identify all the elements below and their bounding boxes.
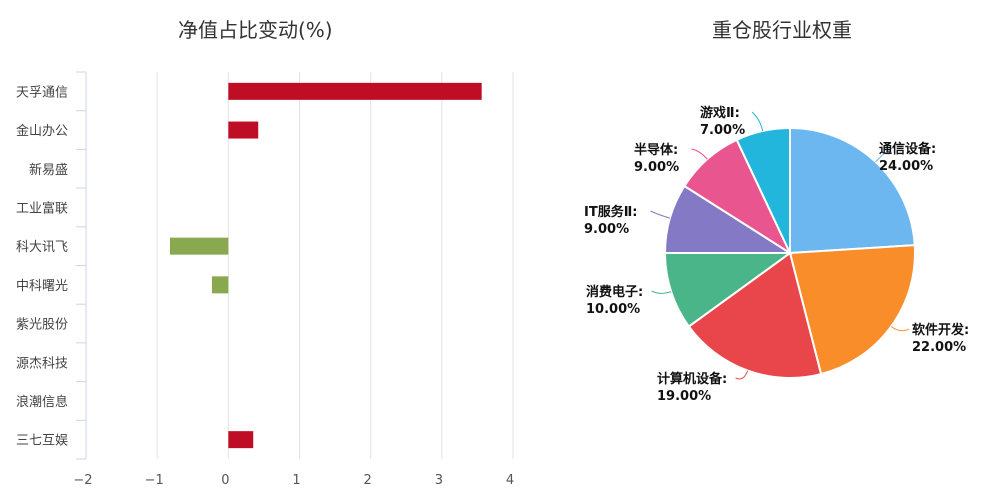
y-category-label: 天孚通信	[16, 85, 68, 100]
x-tick-label: 1	[292, 473, 300, 488]
bar[interactable]	[211, 276, 229, 294]
bar[interactable]	[228, 121, 259, 139]
label-connector	[875, 147, 893, 163]
label-connector	[650, 210, 671, 219]
bar-chart: −2 −1 0 1 2 3 4 天孚通信金山办公新易盛工业富联科大讯飞中科曙光紫光股份源杰科技…	[16, 71, 514, 488]
x-tick-label: 3	[435, 473, 443, 488]
slice-label: 半导体:	[634, 142, 678, 158]
y-category-label: 新易盛	[29, 162, 68, 178]
y-category-label: 紫光股份	[16, 318, 68, 333]
slice-label: 计算机设备:	[657, 371, 727, 387]
pie-chart-title: 重仓股行业权重	[712, 18, 852, 42]
slice-value: 9.00%	[634, 160, 679, 175]
label-connector	[651, 290, 672, 294]
pie-slice[interactable]	[788, 244, 916, 376]
slice-label: 消费电子:	[586, 284, 643, 300]
label-connector	[890, 326, 910, 332]
pie-slice[interactable]	[789, 126, 916, 255]
slice-value: 7.00%	[700, 123, 745, 138]
x-tick-label: 0	[221, 473, 229, 488]
label-connector	[735, 370, 749, 380]
pie-slice[interactable]	[687, 251, 823, 379]
slice-label: 游戏Ⅱ:	[700, 105, 740, 121]
x-tick-label: −1	[145, 473, 164, 488]
label-connector	[691, 148, 708, 160]
pie-chart: 通信设备: 24.00% 软件开发: 22.00% 计算机设备: 19.00% 消费电子: 1…	[584, 105, 969, 404]
bar[interactable]	[228, 82, 482, 100]
slice-label: 软件开发:	[912, 322, 969, 338]
y-category-label: 三七互娱	[16, 434, 68, 449]
bar-chart-title: 净值占比变动(%)	[178, 18, 333, 42]
label-connector	[751, 111, 764, 132]
x-tick-label: 4	[506, 473, 514, 488]
y-category-label: 金山办公	[16, 123, 68, 139]
y-category-label: 源杰科技	[16, 356, 68, 371]
y-category-label: 科大讯飞	[16, 240, 68, 255]
slice-label: IT服务Ⅱ:	[584, 204, 637, 220]
y-category-label: 浪潮信息	[16, 394, 68, 410]
pie-slice[interactable]	[663, 252, 794, 328]
y-category-label: 工业富联	[16, 200, 68, 216]
y-category-label: 中科曙光	[16, 279, 68, 294]
slice-value: 10.00%	[586, 302, 640, 317]
bar[interactable]	[228, 431, 254, 449]
x-tick-label: 2	[364, 473, 372, 488]
pie-slice[interactable]	[735, 126, 791, 254]
bar[interactable]	[169, 237, 229, 255]
slice-value: 22.00%	[912, 340, 966, 355]
slice-value: 9.00%	[584, 222, 629, 237]
slice-value: 24.00%	[879, 159, 933, 174]
slice-label: 通信设备:	[879, 141, 936, 157]
slice-value: 19.00%	[657, 389, 711, 404]
x-tick-label: −2	[73, 473, 92, 488]
